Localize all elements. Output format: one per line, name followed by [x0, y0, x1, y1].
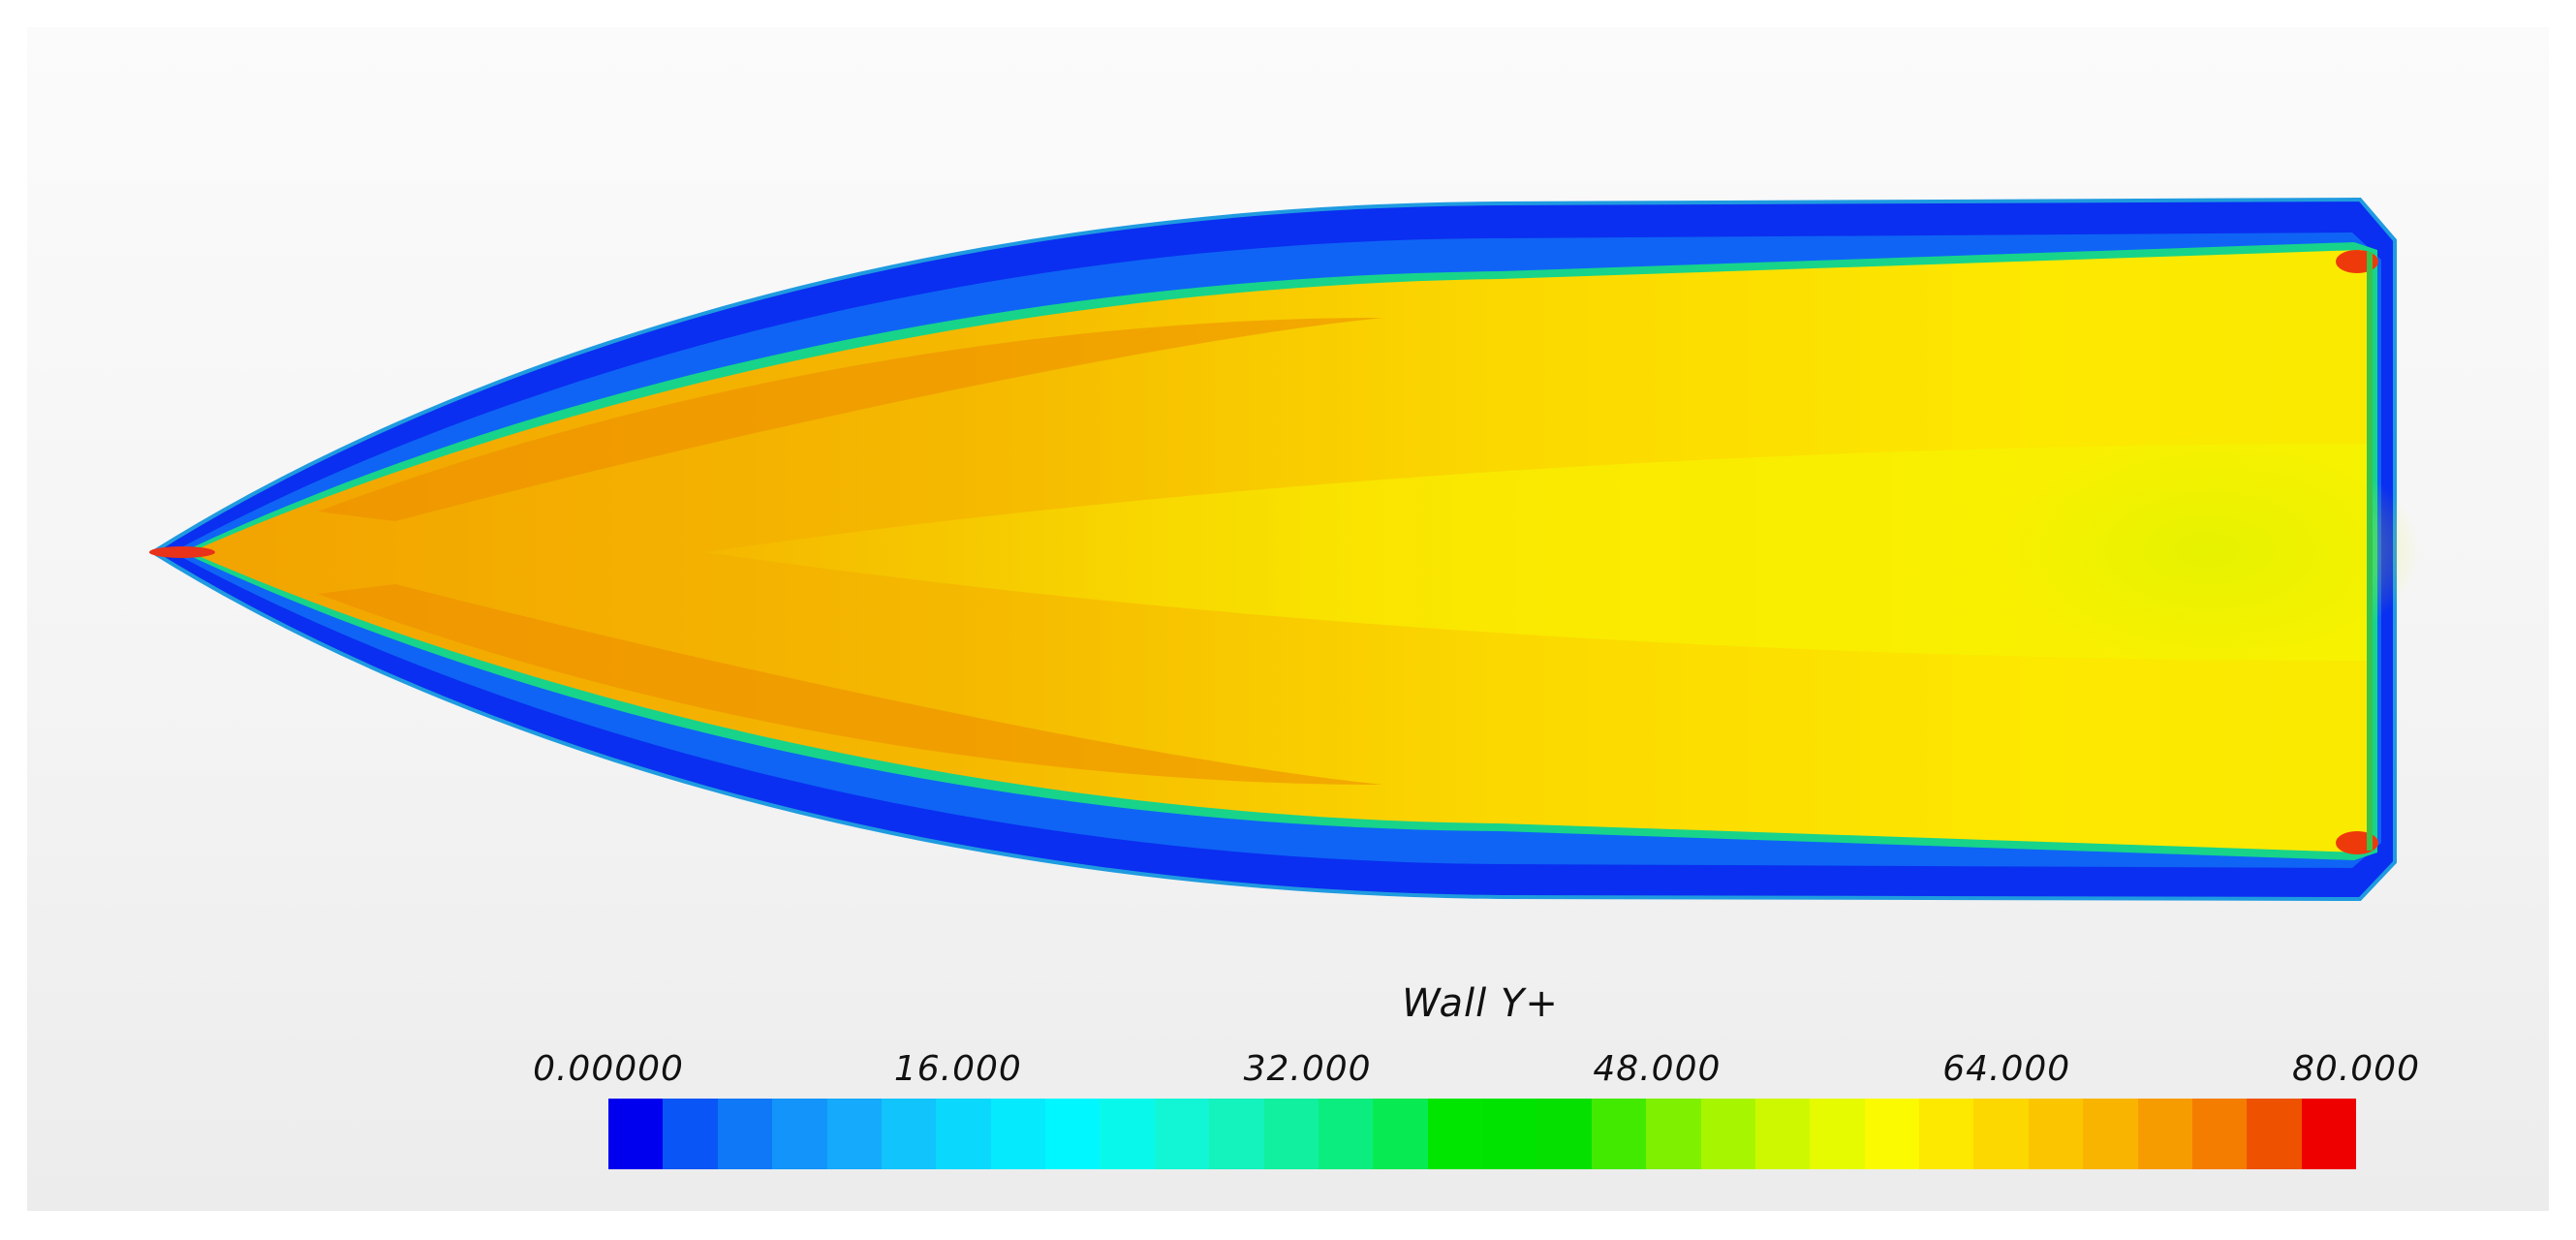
keel-region	[705, 444, 2370, 661]
colorbar-segment	[2191, 1099, 2248, 1169]
colorbar-segment	[663, 1099, 718, 1169]
colorbar-segment	[2247, 1099, 2302, 1169]
colorbar-tick-label: 80.000	[2292, 1049, 2420, 1089]
colorbar-segment	[1209, 1099, 1264, 1169]
colorbar-segment	[1263, 1099, 1319, 1169]
colorbar-segment	[2028, 1099, 2084, 1169]
colorbar-segment	[1864, 1099, 1919, 1169]
colorbar-segment	[1591, 1099, 1647, 1169]
colorbar-segment	[826, 1099, 882, 1169]
colorbar-tick-label: 16.000	[893, 1049, 1022, 1089]
colorbar-segment	[1482, 1099, 1537, 1169]
colorbar-segment	[936, 1099, 991, 1169]
colorbar-segment	[2301, 1099, 2356, 1169]
colorbar-segment	[1536, 1099, 1592, 1169]
colorbar-tick-label: 48.000	[1593, 1049, 1722, 1089]
chine-band-bottom	[318, 584, 1383, 785]
colorbar-tick-label: 64.000	[1942, 1049, 2071, 1089]
render-viewport[interactable]: Wall Y+ 0.00000 16.000 32.000 48.000 64.000 8…	[27, 27, 2549, 1211]
colorbar-segment	[1754, 1099, 1811, 1169]
colorbar-segment	[990, 1099, 1045, 1169]
colorbar-segment	[2137, 1099, 2192, 1169]
hull-contour-plot	[149, 197, 2420, 902]
colorbar-segment	[1100, 1099, 1155, 1169]
colorbar	[608, 1099, 2356, 1169]
colorbar-segment	[608, 1099, 664, 1169]
bow-hotspot	[149, 546, 215, 558]
stern-high-zone	[1994, 434, 2420, 666]
colorbar-segment	[1646, 1099, 1701, 1169]
colorbar-segment	[881, 1099, 937, 1169]
colorbar-segment	[1810, 1099, 1865, 1169]
legend-title: Wall Y+	[1402, 981, 1559, 1026]
colorbar-segment	[1919, 1099, 1974, 1169]
colorbar-segment	[717, 1099, 773, 1169]
colorbar-segment	[1045, 1099, 1101, 1169]
colorbar-tick-label: 0.00000	[533, 1049, 684, 1089]
colorbar-segment	[1318, 1099, 1374, 1169]
colorbar-segment	[1973, 1099, 2029, 1169]
colorbar-tick-label: 32.000	[1243, 1049, 1372, 1089]
colorbar-segment	[772, 1099, 827, 1169]
chine-band-top	[318, 318, 1383, 521]
colorbar-segment	[1700, 1099, 1755, 1169]
colorbar-segment	[1427, 1099, 1482, 1169]
colorbar-segment	[1373, 1099, 1428, 1169]
colorbar-segment	[2083, 1099, 2138, 1169]
colorbar-segment	[1154, 1099, 1210, 1169]
